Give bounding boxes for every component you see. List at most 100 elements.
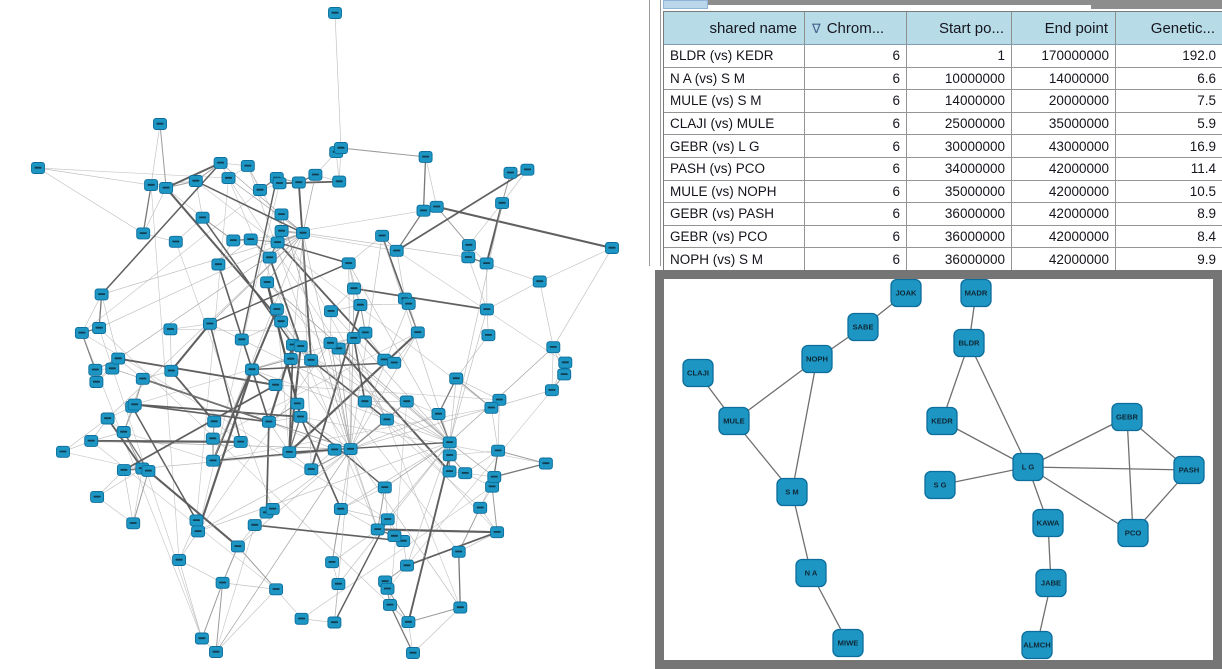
network-node[interactable] [291,176,306,189]
table-cell[interactable]: 1 [907,45,1012,67]
network-node[interactable]: ALMCH [1021,630,1053,660]
network-node[interactable] [262,251,277,264]
table-cell[interactable]: 35000000 [1012,112,1116,135]
filter-icon[interactable]: ∇ [812,20,821,36]
network-node[interactable] [293,340,308,353]
table-cell[interactable]: 9.9 [1197,251,1216,267]
network-node[interactable] [389,244,404,257]
table-cell[interactable]: PASH (vs) PCO [664,157,805,180]
table-row[interactable]: NOPH (vs) S M 6 36000000 42000000 9.9 [664,248,1222,270]
filtered-network-canvas[interactable]: JOAK SABE NOPH CLAJI MULE S M N A MIWE MADR BLDR K… [664,279,1213,660]
network-node[interactable] [144,179,159,192]
network-node[interactable]: N A [795,558,827,588]
network-node[interactable] [503,166,518,179]
network-node[interactable] [207,415,222,428]
network-node[interactable] [442,449,457,462]
network-node[interactable] [304,354,319,367]
table-row[interactable]: GEBR (vs) PCO 6 36000000 42000000 8.4 [664,225,1222,249]
table-cell[interactable]: 36000000 [907,203,1012,225]
network-node[interactable] [283,353,298,365]
table-cell[interactable]: NOPH (vs) S M [664,248,805,270]
network-node[interactable] [557,368,572,381]
network-node[interactable] [399,395,414,408]
network-node[interactable] [484,401,499,414]
network-node[interactable] [327,616,342,629]
network-node[interactable] [153,118,167,130]
table-cell[interactable]: 43000000 [1012,135,1116,157]
network-node[interactable] [383,598,397,611]
network-node[interactable] [324,305,338,318]
network-node[interactable] [532,275,547,288]
network-node[interactable] [358,326,373,339]
network-node[interactable] [558,356,573,369]
network-node[interactable] [272,177,287,190]
table-cell[interactable]: 14000000 [1012,67,1116,90]
network-node[interactable] [164,364,179,377]
column-header[interactable]: Start po... [907,12,1012,44]
table-row[interactable]: CLAJI (vs) MULE 6 25000000 35000000 5.9 [664,112,1222,136]
network-node[interactable] [331,578,346,590]
network-node[interactable] [163,323,178,336]
network-node[interactable] [88,363,103,376]
network-node[interactable] [490,526,505,539]
network-node[interactable] [605,242,619,254]
network-node[interactable] [333,503,348,515]
network-node[interactable] [538,457,553,470]
network-node[interactable] [168,235,183,248]
table-cell[interactable]: 10.5 [1189,183,1216,199]
network-node[interactable] [353,299,368,311]
network-node[interactable] [400,559,414,572]
table-cell[interactable]: 42000000 [1012,157,1116,180]
network-node[interactable] [205,432,220,445]
table-cell[interactable]: 6.6 [1197,70,1216,86]
table-cell[interactable]: 42000000 [1012,248,1116,270]
table-cell[interactable]: 36000000 [907,225,1012,248]
network-node[interactable] [379,413,394,426]
network-node[interactable] [247,519,262,532]
network-node[interactable]: MADR [960,279,992,308]
network-node[interactable] [343,443,358,456]
table-cell[interactable]: CLAJI (vs) MULE [664,112,805,135]
table-cell[interactable]: 6 [805,203,907,225]
network-node[interactable] [261,415,276,428]
network-node[interactable] [194,632,209,645]
network-node[interactable] [188,175,203,187]
network-node[interactable] [410,326,425,339]
table-cell[interactable]: 6 [805,112,907,135]
table-cell[interactable]: 6 [805,67,907,90]
network-node[interactable] [370,523,385,536]
network-node[interactable]: PCO [1117,518,1149,548]
network-node[interactable] [347,282,361,295]
table-cell[interactable]: 6 [805,90,907,112]
table-cell[interactable]: 6 [805,180,907,203]
network-node[interactable] [213,156,228,169]
network-node[interactable] [461,239,476,252]
table-cell[interactable]: 30000000 [907,135,1012,157]
table-cell[interactable]: 192.0 [1182,48,1216,64]
network-node[interactable]: L G [1012,452,1044,482]
table-row[interactable]: N A (vs) S M 6 10000000 14000000 6.6 [664,67,1222,91]
network-node[interactable] [240,159,255,172]
column-header[interactable]: End point [1012,12,1116,44]
network-node[interactable] [31,162,45,174]
network-node[interactable] [377,481,392,494]
network-node[interactable] [274,225,289,237]
network-node[interactable] [215,576,230,589]
network-node[interactable] [226,234,241,247]
network-node[interactable] [431,408,446,420]
network-node[interactable] [387,530,402,543]
table-row[interactable]: MULE (vs) S M 6 14000000 20000000 7.5 [664,90,1222,113]
table-cell[interactable]: 34000000 [907,157,1012,180]
network-node[interactable] [296,227,310,239]
network-node[interactable]: JOAK [890,279,922,308]
network-node[interactable] [485,480,500,493]
network-node[interactable] [274,315,289,328]
network-node[interactable] [116,464,131,477]
network-node[interactable] [84,434,99,447]
network-node[interactable]: JABE [1035,568,1067,598]
network-node[interactable] [230,540,245,553]
network-node[interactable] [245,363,259,376]
column-header[interactable]: Genetic... [1116,12,1222,44]
network-node[interactable] [380,582,395,595]
network-node[interactable] [406,647,420,659]
